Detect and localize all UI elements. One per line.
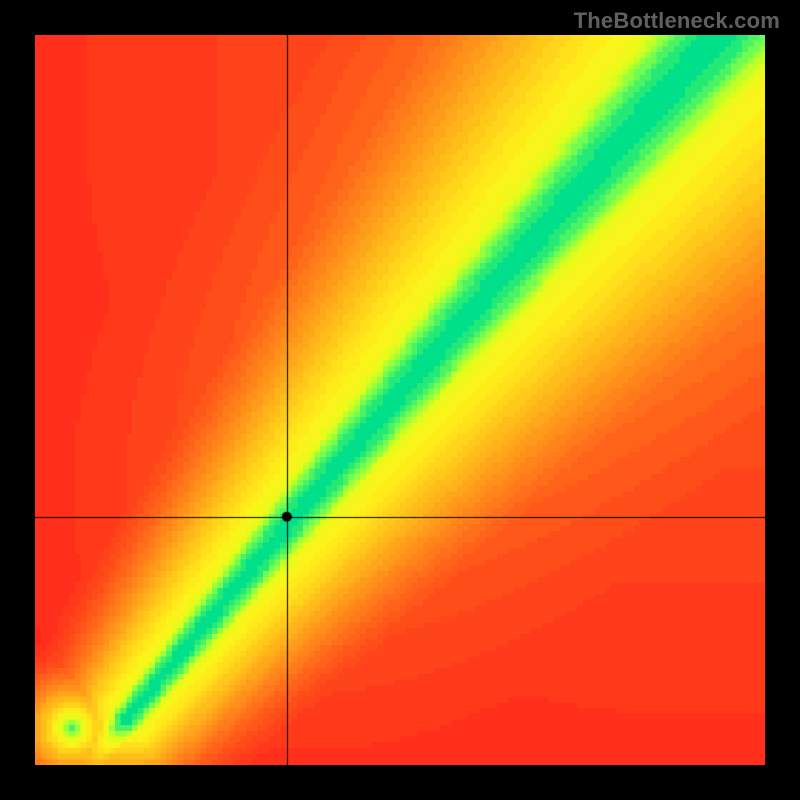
heatmap-canvas — [35, 35, 765, 765]
watermark-text: TheBottleneck.com — [574, 8, 780, 34]
chart-container: TheBottleneck.com — [0, 0, 800, 800]
